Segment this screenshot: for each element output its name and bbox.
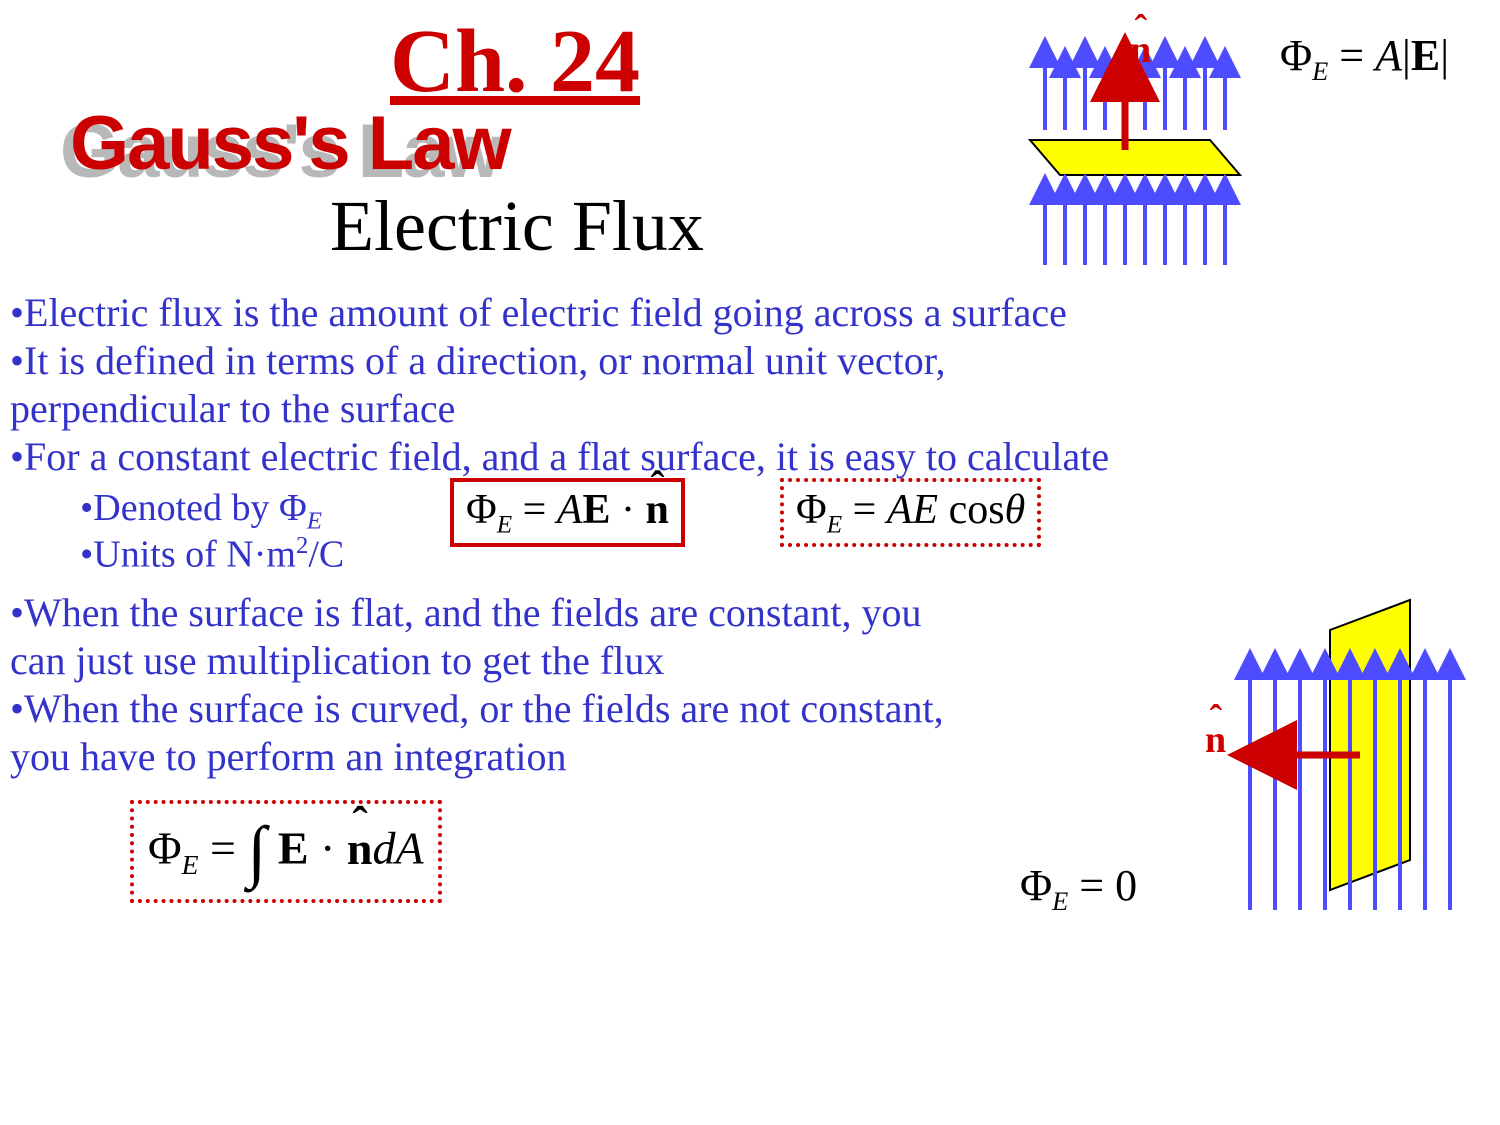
diagram-parallel-flux: n	[1190, 590, 1490, 930]
bullet-4a: •When the surface is flat, and the field…	[10, 590, 921, 636]
sub-bullet-2: •Units of N·m2/C	[80, 532, 344, 577]
bullet-4b: can just use multiplication to get the f…	[10, 638, 664, 684]
bullet-2a: •It is defined in terms of a direction, …	[10, 338, 945, 384]
formula-top-right: ΦE = A|E|	[1280, 30, 1449, 87]
formula-boxed: ΦE = AE · n	[450, 478, 685, 547]
sub-bullet-1-prefix: •Denoted by Φ	[80, 487, 307, 529]
sub-bullet-2-suffix: /C	[308, 534, 344, 576]
formula-cos: ΦE = AE cosθ	[780, 478, 1041, 547]
bullet-5b: you have to perform an integration	[10, 734, 566, 780]
sub-bullet-2-prefix: •Units of N·m	[80, 534, 296, 576]
chapter-title-text: Ch. 24	[390, 12, 640, 111]
section-title: Electric Flux	[330, 185, 704, 268]
chapter-title: Ch. 24	[390, 10, 640, 113]
n-hat-label-1: n	[1130, 28, 1151, 72]
gauss-law-title: Gauss's Law	[70, 100, 510, 187]
sub-bullet-2-sup: 2	[296, 532, 308, 559]
diagram-2-svg	[1190, 590, 1490, 930]
formula-integral: ΦE = ∫ E · ndA	[130, 800, 442, 903]
formula-zero: ΦE = 0	[1020, 860, 1137, 917]
bullet-1: •Electric flux is the amount of electric…	[10, 290, 1067, 336]
bullet-3: •For a constant electric field, and a fl…	[10, 434, 1109, 480]
sub-bullet-1: •Denoted by ΦE	[80, 486, 322, 536]
diagram-perpendicular-flux: n	[1000, 30, 1260, 280]
bullet-2b: perpendicular to the surface	[10, 386, 455, 432]
bullet-5a: •When the surface is curved, or the fiel…	[10, 686, 944, 732]
sub-bullet-1-sub: E	[307, 508, 322, 535]
n-hat-label-2: n	[1205, 718, 1226, 762]
